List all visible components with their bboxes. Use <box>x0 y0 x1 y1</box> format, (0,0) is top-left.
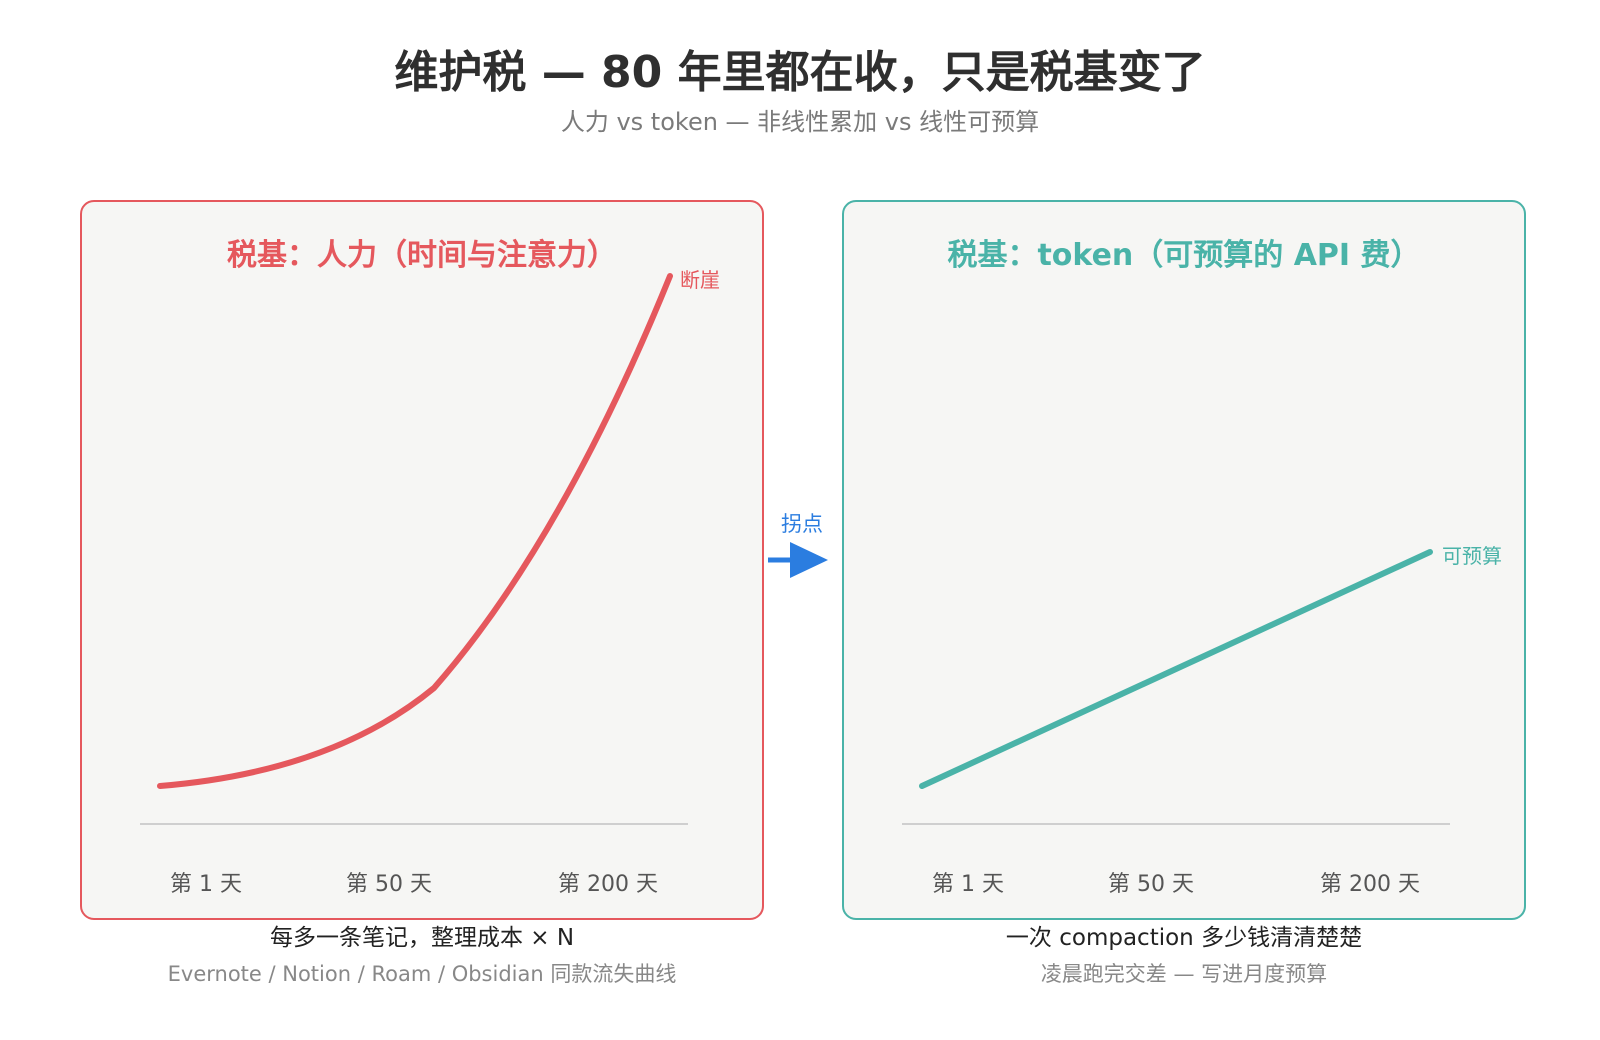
tick-day-200: 第 200 天 <box>558 872 658 897</box>
token-cost-panel: 税基：token（可预算的 API 费） 可预算 第 1 天 第 50 天 第 … <box>842 200 1526 920</box>
tick-day-1: 第 1 天 <box>170 872 242 897</box>
human-cost-caption: 每多一条笔记，整理成本 × N <box>269 925 575 951</box>
token-cost-caption: 一次 compaction 多少钱清清楚楚 <box>1005 925 1363 951</box>
token-cost-plot <box>902 549 1450 825</box>
token-cost-panel-title: 税基：token（可预算的 API 费） <box>947 238 1421 273</box>
tick-day-50: 第 50 天 <box>1108 872 1194 897</box>
page-subtitle: 人力 vs token — 非线性累加 vs 线性可预算 <box>560 108 1040 136</box>
page-title: 维护税 — 80 年里都在收，只是税基变了 <box>394 47 1206 98</box>
human-cost-panel: 税基：人力（时间与注意力） 断崖 第 1 天 第 50 天 第 200 天 <box>80 200 764 920</box>
tick-day-200: 第 200 天 <box>1320 872 1420 897</box>
pivot-arrow-icon <box>768 542 828 578</box>
cliff-label: 断崖 <box>680 268 720 292</box>
tick-day-1: 第 1 天 <box>932 872 1004 897</box>
tick-day-50: 第 50 天 <box>346 872 432 897</box>
pivot-label: 拐点 <box>781 512 823 536</box>
budgetable-label: 可预算 <box>1442 544 1502 568</box>
token-cost-caption-sub: 凌晨跑完交差 — 写进月度预算 <box>1040 962 1328 986</box>
human-cost-panel-title: 税基：人力（时间与注意力） <box>227 238 617 273</box>
token-cost-line <box>919 549 1433 789</box>
human-cost-caption-sub: Evernote / Notion / Roam / Obsidian 同款流失… <box>167 962 677 986</box>
human-cost-curve <box>157 273 673 789</box>
human-cost-plot <box>140 273 688 825</box>
